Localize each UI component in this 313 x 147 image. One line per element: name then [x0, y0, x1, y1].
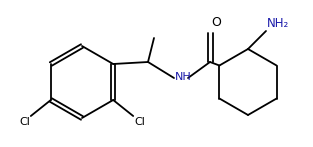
Text: O: O [211, 16, 221, 29]
Text: Cl: Cl [134, 117, 145, 127]
Text: NH: NH [175, 72, 192, 82]
Text: Cl: Cl [19, 117, 30, 127]
Text: NH₂: NH₂ [267, 17, 289, 30]
